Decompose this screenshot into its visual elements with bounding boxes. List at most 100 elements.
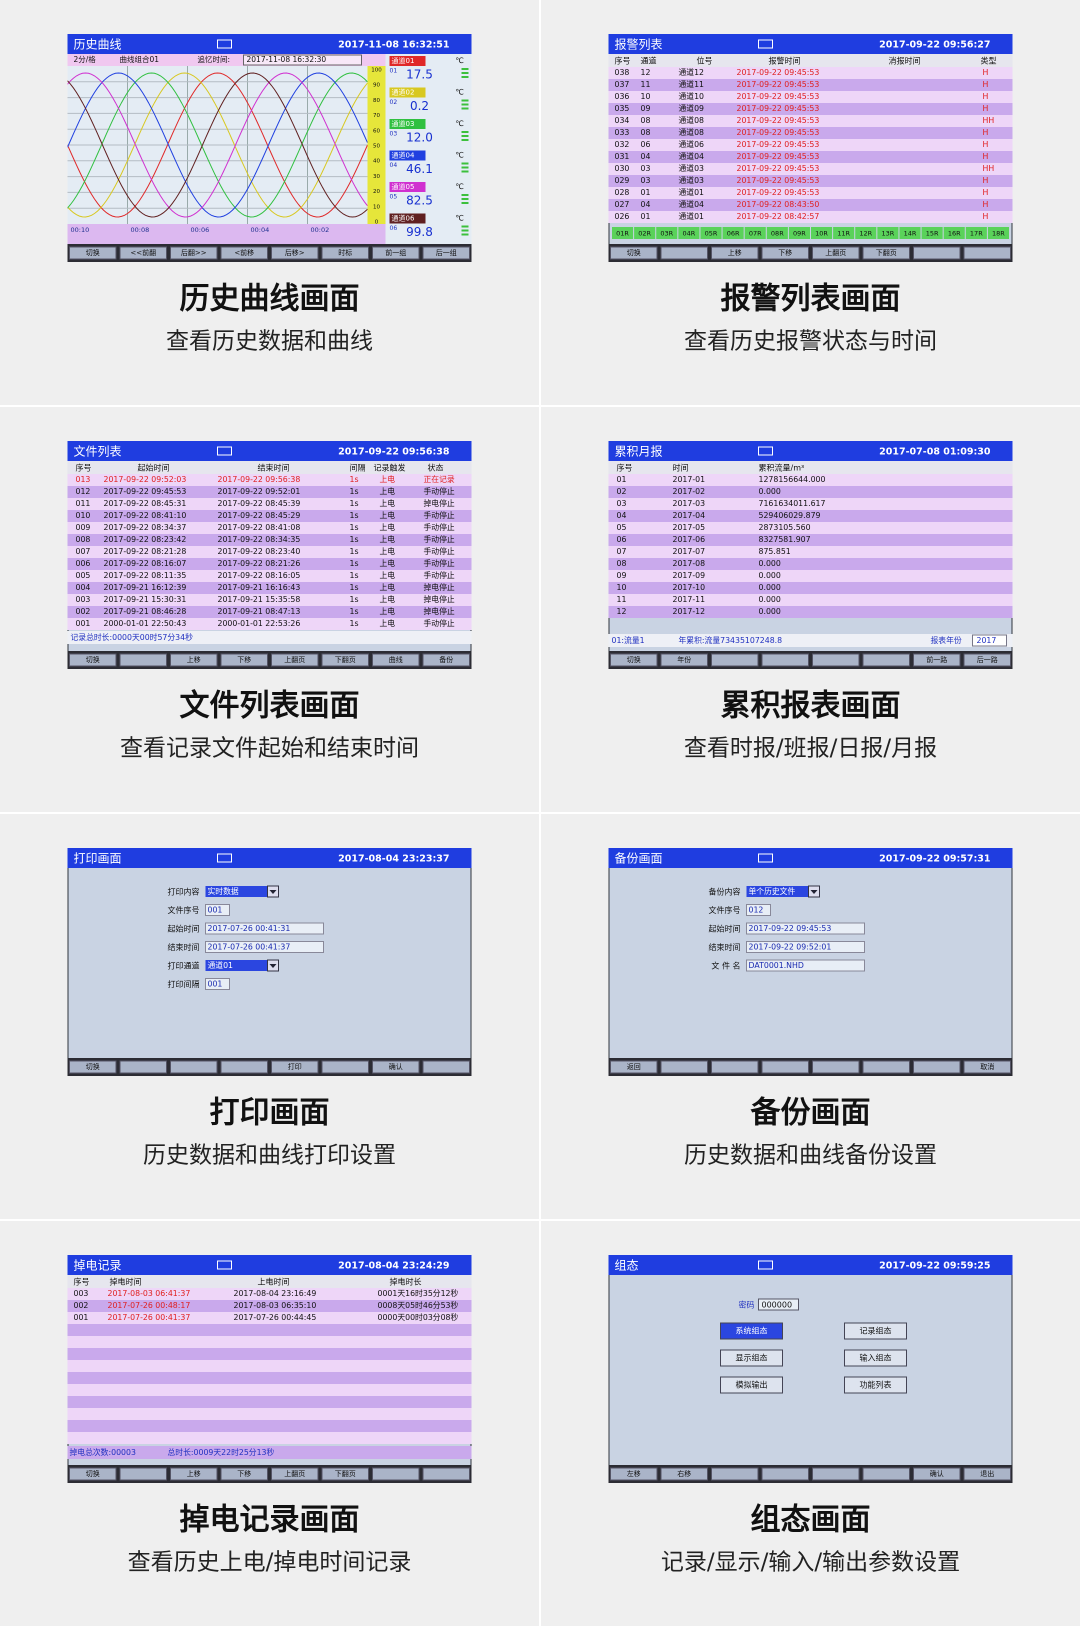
field-label: 打印内容	[168, 887, 200, 897]
table-row	[608, 510, 1013, 522]
cell: 2017-09-22 08:23:42	[104, 535, 187, 544]
input-box	[205, 941, 324, 953]
soft-key-label: 右移	[677, 1469, 691, 1478]
cell: 通道12	[679, 67, 705, 77]
cell: 2017-12	[673, 607, 706, 616]
column-header: 报警时间	[769, 56, 801, 66]
relay-label: 12R	[859, 230, 872, 238]
relay-label: 08R	[771, 230, 784, 238]
icon	[217, 853, 232, 863]
menu-button	[844, 1376, 907, 1394]
cell: HH	[983, 164, 995, 173]
relay	[634, 227, 656, 239]
channel-name: 通道06	[392, 214, 415, 223]
cell: 2873105.560	[759, 523, 811, 532]
cell: HH	[983, 116, 995, 125]
cell: 2000-01-01 22:53:26	[218, 619, 301, 628]
soft-key-label: 确认	[930, 1469, 944, 1478]
soft-key	[321, 1467, 369, 1481]
field-value: 000000	[762, 1301, 793, 1310]
soft-key-label: 曲线	[389, 655, 403, 664]
table-row	[67, 474, 472, 486]
cell: 026	[615, 212, 630, 221]
table-row	[608, 486, 1013, 498]
soft-key	[119, 1060, 167, 1074]
level-bar	[461, 103, 469, 106]
input-box	[746, 904, 771, 916]
cell: 2017-09-22 09:52:03	[104, 475, 187, 484]
datetime: 2017-09-22 09:56:27	[879, 40, 990, 51]
column-header: 起始时间	[138, 463, 170, 473]
level-bar	[461, 72, 469, 74]
channel-tag	[389, 150, 426, 161]
soft-key	[711, 1060, 759, 1074]
cell: 034	[615, 116, 630, 125]
cell: 003	[74, 1289, 89, 1298]
cell: 12	[641, 68, 651, 77]
level-bar	[461, 229, 469, 232]
scale-label: 40	[373, 159, 380, 165]
table-row	[67, 1420, 472, 1432]
column-header: 记录触发	[374, 463, 406, 473]
panel-title: 打印画面	[210, 1096, 330, 1131]
scale-bar	[367, 66, 386, 224]
level-bar	[461, 170, 469, 173]
time-label: 00:06	[191, 226, 210, 234]
relay-label: 10R	[815, 230, 828, 238]
cell: 011	[76, 499, 91, 508]
cell: 2017-09-22 08:21:28	[104, 547, 187, 556]
table-row	[67, 1396, 472, 1408]
cell: 0001天16时35分12秒	[378, 1288, 459, 1298]
table-row	[67, 534, 472, 546]
title-bar	[608, 34, 1013, 54]
cell: 2017-09-21 08:47:13	[218, 607, 301, 616]
field-value: 012	[749, 906, 764, 915]
relay-label: 05R	[705, 230, 718, 238]
column-header: 类型	[981, 56, 997, 66]
cell: 2017-09-22 08:23:40	[218, 547, 301, 556]
cell: 2017-09-22 09:45:53	[737, 104, 820, 113]
soft-key	[610, 1060, 658, 1074]
table-row	[608, 594, 1013, 606]
cell: 手动停止	[424, 570, 455, 580]
soft-key	[610, 1467, 658, 1481]
soft-key	[660, 246, 708, 260]
soft-key	[660, 653, 708, 667]
field-value: 001	[208, 906, 223, 915]
cell: 2017-09-22 09:45:53	[737, 152, 820, 161]
soft-key-label: 左移	[627, 1469, 641, 1478]
soft-key	[963, 246, 1011, 260]
cell: 08	[641, 116, 651, 125]
soft-key	[610, 246, 658, 260]
cell: 0.000	[759, 595, 781, 604]
cell: 08	[617, 559, 627, 568]
icon	[217, 446, 232, 456]
relay-label: 13R	[881, 230, 894, 238]
arrow	[269, 964, 277, 968]
table-row	[608, 187, 1013, 199]
relay-label: 18R	[992, 230, 1005, 238]
table-row	[608, 498, 1013, 510]
curve-trace	[67, 72, 368, 218]
cell: 05	[617, 523, 627, 532]
relay-label: 17R	[970, 230, 983, 238]
cell: 2017-09-22 09:45:53	[737, 92, 820, 101]
column-header: 状态	[428, 463, 444, 473]
relay-label: 07R	[749, 230, 762, 238]
channel-tag	[389, 56, 426, 66]
table-row	[67, 498, 472, 510]
table-row	[608, 151, 1013, 163]
field-label: 打印通道	[168, 961, 200, 971]
cell: 03	[617, 499, 627, 508]
table-row	[608, 79, 1013, 91]
scale-label: 0	[375, 220, 379, 226]
table-row	[608, 67, 1013, 79]
panel-subtitle: 查看历史数据和曲线	[166, 329, 373, 355]
table-row	[608, 91, 1013, 103]
cell: 2017-09-22 09:45:53	[737, 188, 820, 197]
table-row	[67, 522, 472, 534]
relay	[899, 227, 921, 239]
relay	[965, 227, 987, 239]
level-bar	[461, 225, 469, 228]
cell: 上电	[380, 534, 396, 544]
